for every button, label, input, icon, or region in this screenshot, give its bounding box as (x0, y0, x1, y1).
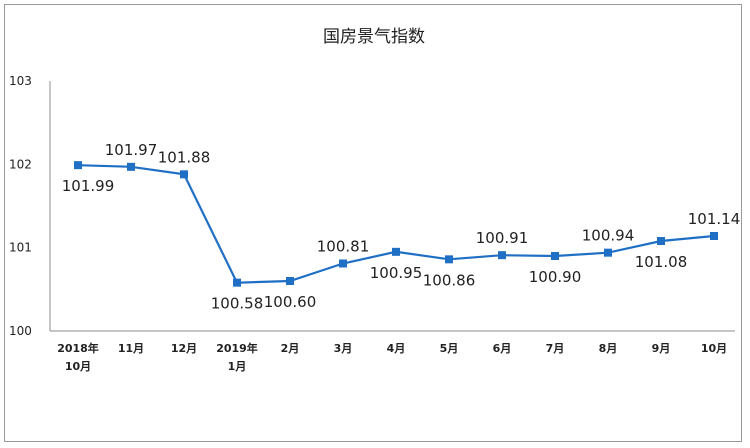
x-tick-label: 12月 (171, 342, 197, 355)
y-tick-label: 101 (9, 241, 32, 255)
x-tick-label: 7月 (546, 342, 565, 355)
x-tick-label: 4月 (387, 342, 406, 355)
x-tick-label: 5月 (440, 342, 459, 355)
x-tick-label: 2月 (281, 342, 300, 355)
data-label: 101.99 (62, 177, 115, 195)
data-point (657, 237, 665, 245)
x-tick-label: 2018年 10月 (57, 341, 99, 373)
data-point (710, 232, 718, 240)
data-markers (74, 161, 718, 287)
data-point (551, 252, 559, 260)
data-label: 100.86 (423, 271, 476, 289)
data-point (127, 162, 135, 171)
data-label: 101.97 (105, 141, 158, 159)
data-point (339, 259, 347, 268)
x-tick-labels: 2018年 10月 11月 12月 2019年 1月 2月 3月 4月 5月 6月 7月 8月 9月 10月 (57, 341, 727, 373)
data-label: 100.60 (264, 293, 317, 311)
x-tick-label: 11月 (118, 342, 144, 355)
data-point (445, 255, 453, 264)
data-label: 100.90 (529, 268, 582, 286)
x-tick-label: 6月 (493, 342, 512, 355)
x-tick-label: 2019年 1月 (216, 341, 258, 373)
data-label: 101.14 (688, 210, 741, 228)
y-tick-label: 100 (9, 324, 32, 338)
data-point (604, 248, 612, 257)
data-point (233, 278, 241, 287)
line-chart: 国房景气指数 100 101 102 103 2018年 10月 11月 12月 2019年 1… (9, 27, 741, 373)
data-label: 101.08 (635, 253, 688, 271)
data-point (286, 277, 294, 285)
data-label: 100.91 (476, 229, 529, 247)
data-label: 100.95 (370, 264, 423, 282)
y-tick-labels: 100 101 102 103 (9, 74, 32, 338)
data-point (180, 170, 188, 179)
x-tick-label: 3月 (334, 342, 353, 355)
data-label: 100.94 (582, 227, 635, 245)
y-tick-label: 102 (9, 157, 32, 171)
data-label: 101.88 (158, 148, 211, 166)
x-tick-label: 8月 (599, 342, 618, 355)
data-label: 100.81 (317, 238, 370, 256)
data-point (498, 251, 506, 260)
chart-title: 国房景气指数 (323, 27, 425, 47)
x-tick-label: 10月 (701, 342, 727, 355)
data-label: 100.58 (211, 295, 264, 313)
chart-frame: 国房景气指数 100 101 102 103 2018年 10月 11月 12月 2019年 1… (4, 4, 742, 442)
y-tick-label: 103 (9, 74, 32, 88)
data-point (74, 161, 82, 170)
data-point (392, 247, 400, 256)
x-tick-label: 9月 (652, 342, 671, 355)
